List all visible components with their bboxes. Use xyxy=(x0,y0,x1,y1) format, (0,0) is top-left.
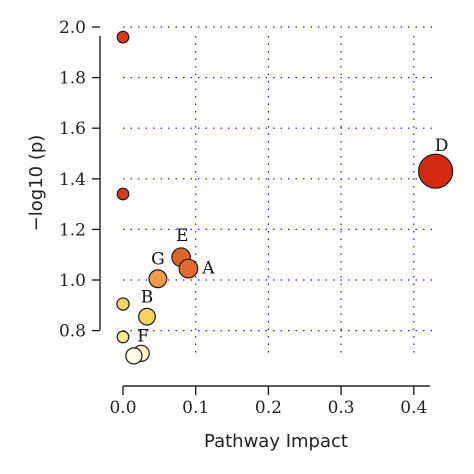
x-tick-label: 0.4 xyxy=(400,398,427,418)
data-point xyxy=(125,347,143,365)
grid xyxy=(123,26,438,357)
y-axis-label: −log10 (p) xyxy=(26,135,47,232)
point-label: F xyxy=(137,326,149,346)
y-tick-label: 1.4 xyxy=(59,170,86,190)
point-labels: D EA GBF xyxy=(137,136,448,346)
x-tick-label: 0.2 xyxy=(255,398,282,418)
y-tick-label: 1.0 xyxy=(59,271,86,291)
x-tick-label: 0.1 xyxy=(182,398,209,418)
x-tick-label: 0.0 xyxy=(109,398,136,418)
x-tick-label: 0.3 xyxy=(328,398,355,418)
data-point xyxy=(116,297,130,311)
point-label: B xyxy=(141,288,154,308)
data-point xyxy=(418,153,454,189)
data-point xyxy=(178,258,199,279)
data-point xyxy=(138,307,156,326)
point-label: G xyxy=(151,250,165,270)
data-point xyxy=(116,187,130,201)
data-point xyxy=(116,330,130,344)
x-axis-ticks: 0.0 0.1 0.2 0.3 0.4 xyxy=(109,386,427,418)
point-label: E xyxy=(176,226,188,246)
y-axis-ticks: 0.8 1.0 1.2 1.4 1.6 1.8 2.0 xyxy=(59,18,100,342)
y-tick-label: 1.6 xyxy=(59,119,86,139)
y-tick-label: 0.8 xyxy=(59,322,86,342)
x-axis-label: Pathway Impact xyxy=(204,431,348,452)
data-point xyxy=(116,30,130,44)
point-label: A xyxy=(201,259,215,279)
data-points xyxy=(116,30,454,365)
y-tick-label: 2.0 xyxy=(59,18,86,38)
data-point xyxy=(148,269,168,289)
y-tick-label: 1.8 xyxy=(59,69,86,89)
point-label: D xyxy=(435,136,449,156)
y-tick-label: 1.2 xyxy=(59,220,86,240)
